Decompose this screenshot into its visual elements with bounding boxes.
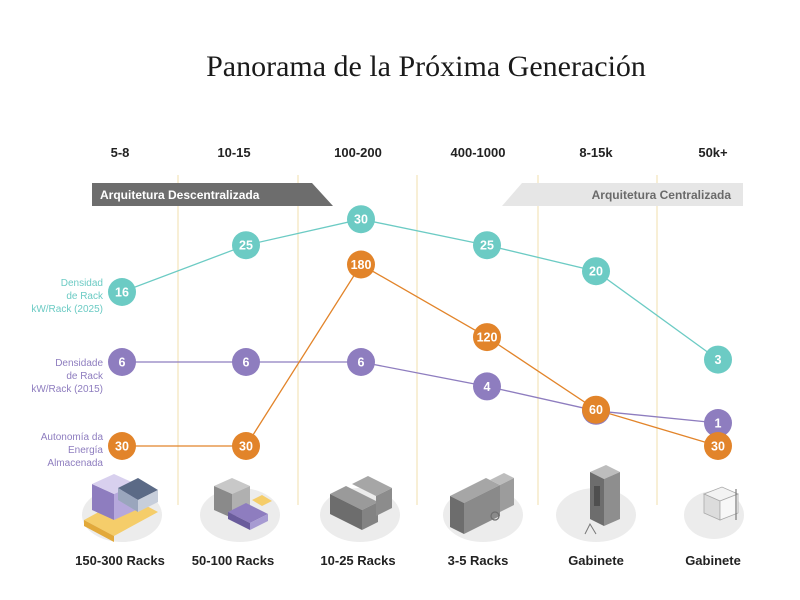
bottom-category-label: 150-300 Racks [75,553,165,568]
decentralized-banner: Arquitetura Descentralizada [92,183,333,206]
data-point-autonomy [473,323,501,352]
data-label-density2015: 6 [358,356,365,370]
gridlines [177,175,658,505]
series-line-density2025 [121,218,719,361]
row-label-density2025: de Rack [66,291,104,302]
row-label-autonomy: Autonomía da [41,432,104,443]
data-label-density2025: 25 [239,239,253,253]
centralized-banner-label: Arquitetura Centralizada [592,188,732,202]
data-point-density2015 [704,409,732,437]
server-rows-icon [320,476,400,542]
series-nodes: 1625302520366642130301801206030 [108,205,732,460]
data-label-density2015: 6 [243,356,250,370]
data-point-autonomy [704,432,732,460]
row-label-density2015: de Rack [66,371,104,382]
data-point-density2015 [108,348,136,376]
decentralized-banner-label: Arquitetura Descentralizada [100,188,260,202]
data-label-density2025: 16 [115,286,129,300]
row-label-autonomy: Energía [68,445,103,456]
data-point-density2025 [108,278,136,306]
row-label-density2025: Densidad [61,278,103,289]
centralized-banner: Arquitetura Centralizada [502,183,743,206]
data-point-autonomy [582,395,610,424]
decentralized-banner-shape [92,183,333,206]
data-point-density2025 [582,257,610,286]
data-point-density2025 [473,231,501,260]
row-labels: Densidad de Rack kW/Rack (2025) Densidade de… [31,278,104,469]
cabinet-tower-icon [556,465,636,542]
data-point-density2025 [704,345,732,374]
centralized-banner-shape [502,183,743,206]
data-point-autonomy [108,432,136,460]
campus-datacenter-icon [82,474,162,542]
data-label-density2015: 6 [119,356,126,370]
chart-title: Panorama de la Próxima Generación [206,50,646,83]
top-category-label: 400-1000 [451,145,506,160]
series-line-autonomy [122,263,719,447]
data-label-density2025: 20 [589,265,603,279]
data-point-density2025 [347,205,375,234]
bottom-category-label: Gabinete [568,553,624,568]
rack-row-icon [443,473,523,542]
data-point-density2015 [473,372,501,401]
top-category-label: 5-8 [111,145,130,160]
top-category-label: 50k+ [698,145,728,160]
row-label-density2015: Densidade [55,358,103,369]
bottom-category-labels: 150-300 Racks 50-100 Racks 10-25 Racks 3-5 … [75,553,741,568]
top-category-label: 8-15k [579,145,613,160]
rack-illustrations [82,465,744,542]
data-point-density2025 [232,231,260,260]
top-category-label: 10-15 [217,145,250,160]
data-point-autonomy [232,432,260,460]
row-label-density2025: kW/Rack (2025) [31,304,103,315]
data-label-autonomy: 120 [477,331,498,345]
bottom-category-label: Gabinete [685,553,741,568]
row-label-autonomy: Almacenada [47,458,103,469]
small-cabinet-icon [684,486,744,539]
bottom-category-label: 50-100 Racks [192,553,274,568]
series-lines [121,218,719,447]
data-point-density2015 [232,348,260,376]
data-label-density2015: 4 [484,380,491,394]
bottom-category-label: 10-25 Racks [320,553,395,568]
data-point-autonomy [347,250,375,279]
data-label-density2025: 25 [480,239,494,253]
building-datacenter-icon [200,478,280,542]
series-line-density2015 [122,361,719,424]
bottom-category-label: 3-5 Racks [448,553,509,568]
data-label-density2015: 1 [715,417,722,431]
data-label-autonomy: 30 [239,440,253,454]
data-label-autonomy: 180 [351,258,372,272]
data-label-density2025: 3 [715,353,722,367]
top-category-labels: 5-8 10-15 100-200 400-1000 8-15k 50k+ [111,145,728,160]
data-label-autonomy: 30 [711,440,725,454]
data-label-autonomy: 30 [115,440,129,454]
data-point-density2015 [347,348,375,376]
row-label-density2015: kW/Rack (2015) [31,384,103,395]
top-category-label: 100-200 [334,145,382,160]
data-label-density2025: 30 [354,213,368,227]
data-label-autonomy: 60 [589,403,603,417]
